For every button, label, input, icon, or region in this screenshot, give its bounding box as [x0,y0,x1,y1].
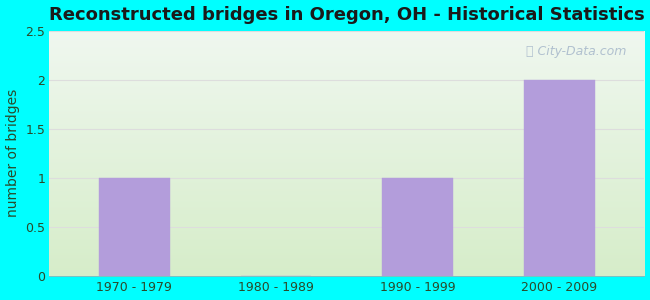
Text: ⓘ City-Data.com: ⓘ City-Data.com [526,45,627,58]
Y-axis label: number of bridges: number of bridges [6,89,20,218]
Bar [99,178,170,276]
Bar [382,178,453,276]
Title: Reconstructed bridges in Oregon, OH - Historical Statistics: Reconstructed bridges in Oregon, OH - Hi… [49,6,645,24]
Bar [524,80,595,276]
